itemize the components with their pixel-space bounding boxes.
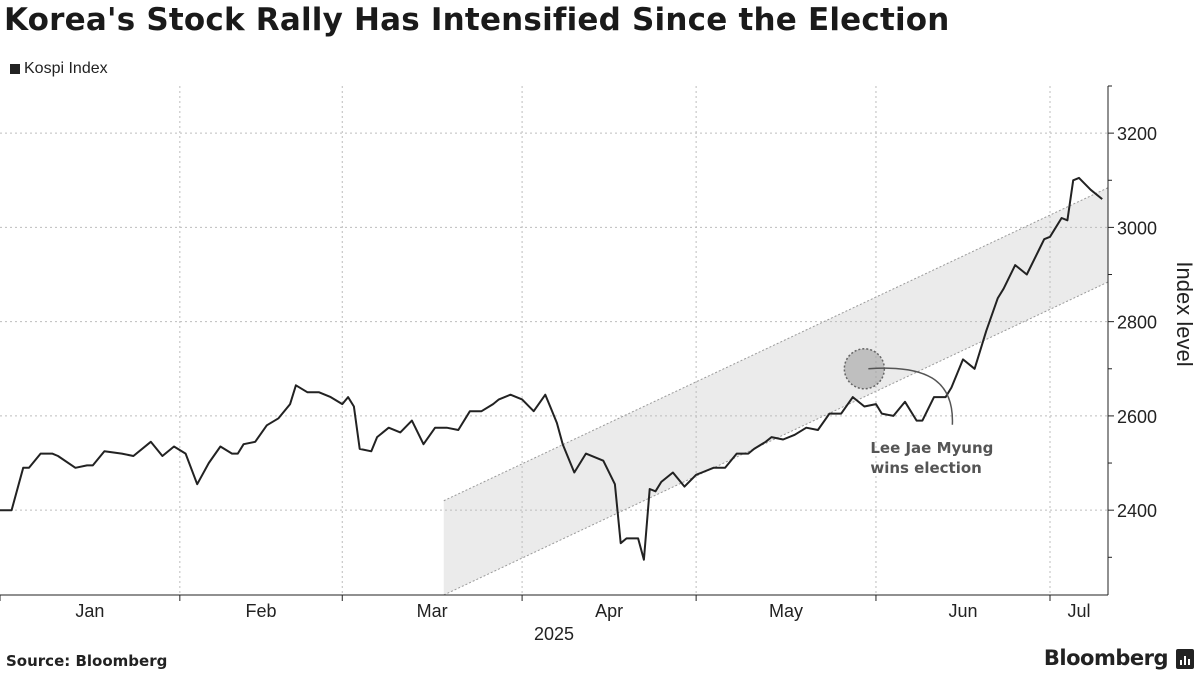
bloomberg-terminal-icon — [1176, 649, 1194, 669]
y-axis-label: Index level — [1172, 261, 1197, 366]
annotation-label-line2: wins election — [870, 459, 982, 477]
legend: Kospi Index — [10, 60, 108, 78]
x-tick-label: Apr — [595, 601, 623, 621]
y-tick-label: 2400 — [1117, 501, 1157, 521]
source-note: Source: Bloomberg — [6, 652, 168, 670]
trend-channel-band — [443, 187, 1108, 595]
x-tick-label: May — [769, 601, 803, 621]
y-tick-label: 3200 — [1117, 124, 1157, 144]
x-tick-label: Jul — [1067, 601, 1090, 621]
legend-swatch — [10, 64, 20, 74]
trend-channel-lower-edge — [443, 281, 1108, 595]
x-tick-label: Feb — [246, 601, 277, 621]
x-tick-label: Mar — [417, 601, 448, 621]
x-tick-label: Jun — [948, 601, 977, 621]
y-tick-label: 3000 — [1117, 218, 1157, 238]
brand-logo: Bloomberg — [1043, 646, 1169, 670]
x-tick-label: Jan — [75, 601, 104, 621]
annotation-label-line1: Lee Jae Myung — [870, 439, 993, 457]
legend-label: Kospi Index — [24, 60, 108, 77]
kospi-series-line — [0, 176, 1103, 561]
y-tick-label: 2800 — [1117, 313, 1157, 333]
y-tick-label: 2600 — [1117, 407, 1157, 427]
trend-channel-upper-edge — [443, 187, 1108, 502]
chart-title: Korea's Stock Rally Has Intensified Sinc… — [4, 2, 950, 38]
year-label: 2025 — [534, 624, 574, 644]
annotation-connector — [868, 367, 954, 425]
